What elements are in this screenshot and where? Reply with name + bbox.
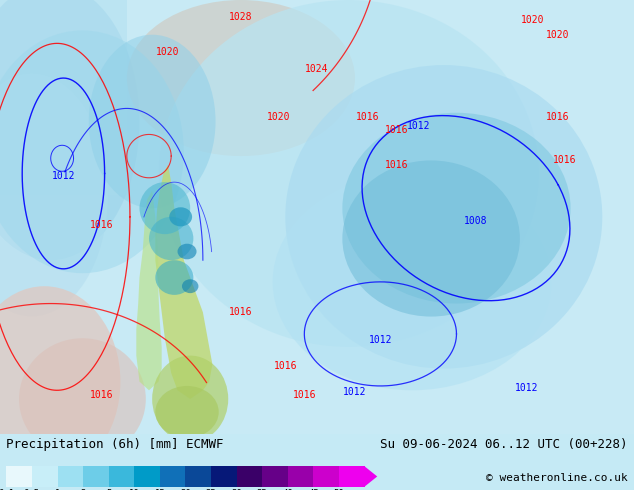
Ellipse shape: [0, 30, 184, 273]
Bar: [313, 466, 339, 487]
Ellipse shape: [342, 113, 571, 304]
Text: 45: 45: [308, 489, 319, 490]
Text: 15: 15: [155, 489, 165, 490]
Text: 1016: 1016: [273, 362, 297, 371]
Text: 1012: 1012: [343, 388, 367, 397]
Bar: [0, 0, 127, 195]
Ellipse shape: [152, 356, 228, 442]
Ellipse shape: [19, 338, 146, 460]
Ellipse shape: [89, 35, 216, 208]
Text: 40: 40: [282, 489, 293, 490]
Text: 30: 30: [231, 489, 242, 490]
Text: 1016: 1016: [229, 307, 253, 317]
Text: 1016: 1016: [89, 220, 113, 230]
Text: 1020: 1020: [546, 30, 570, 40]
Text: 0.5: 0.5: [24, 489, 40, 490]
Text: 1012: 1012: [51, 171, 75, 181]
Bar: [339, 466, 365, 487]
Ellipse shape: [273, 173, 552, 391]
Text: 1016: 1016: [384, 160, 408, 170]
Bar: [32, 466, 58, 487]
Text: 2: 2: [81, 489, 86, 490]
Ellipse shape: [169, 207, 192, 226]
Bar: [211, 466, 236, 487]
Text: 50: 50: [333, 489, 344, 490]
Text: 1016: 1016: [546, 112, 570, 122]
Text: 1012: 1012: [406, 121, 430, 131]
Ellipse shape: [342, 160, 520, 317]
Ellipse shape: [127, 0, 355, 156]
Bar: [58, 466, 83, 487]
Polygon shape: [155, 165, 212, 399]
Text: 0.1: 0.1: [0, 489, 15, 490]
Ellipse shape: [139, 182, 190, 234]
Text: 1016: 1016: [292, 390, 316, 400]
Text: 10: 10: [129, 489, 139, 490]
Text: 1012: 1012: [514, 383, 538, 393]
Text: 1016: 1016: [89, 390, 113, 400]
Text: Su 09-06-2024 06..12 UTC (00+228): Su 09-06-2024 06..12 UTC (00+228): [380, 438, 628, 451]
Text: 1016: 1016: [384, 125, 408, 135]
Ellipse shape: [182, 279, 198, 293]
Text: 25: 25: [205, 489, 216, 490]
Ellipse shape: [285, 65, 602, 368]
Text: 1016: 1016: [356, 112, 380, 122]
Bar: [288, 466, 313, 487]
Text: Precipitation (6h) [mm] ECMWF: Precipitation (6h) [mm] ECMWF: [6, 438, 224, 451]
Ellipse shape: [149, 217, 193, 260]
Ellipse shape: [0, 286, 120, 477]
Bar: [134, 466, 160, 487]
Ellipse shape: [158, 0, 539, 347]
Text: 1028: 1028: [229, 12, 253, 23]
Text: 35: 35: [257, 489, 268, 490]
Ellipse shape: [155, 386, 219, 438]
Text: 1020: 1020: [521, 15, 545, 24]
Bar: [83, 466, 108, 487]
Text: 1008: 1008: [463, 216, 488, 226]
Bar: [236, 466, 262, 487]
Ellipse shape: [178, 244, 197, 259]
Text: 1020: 1020: [267, 112, 291, 122]
Text: 1: 1: [55, 489, 60, 490]
Text: © weatheronline.co.uk: © weatheronline.co.uk: [486, 472, 628, 483]
Text: 20: 20: [180, 489, 191, 490]
Bar: [262, 466, 288, 487]
Ellipse shape: [0, 0, 139, 260]
Polygon shape: [136, 191, 162, 390]
Bar: [185, 466, 211, 487]
Polygon shape: [365, 466, 377, 487]
Bar: [6, 466, 32, 487]
Bar: [160, 466, 185, 487]
Ellipse shape: [0, 74, 108, 317]
Text: 1012: 1012: [368, 336, 392, 345]
Text: 1016: 1016: [552, 155, 576, 166]
Text: 1024: 1024: [305, 64, 329, 74]
Text: 5: 5: [106, 489, 112, 490]
Text: 1020: 1020: [156, 47, 180, 57]
Ellipse shape: [155, 260, 193, 295]
Bar: [108, 466, 134, 487]
